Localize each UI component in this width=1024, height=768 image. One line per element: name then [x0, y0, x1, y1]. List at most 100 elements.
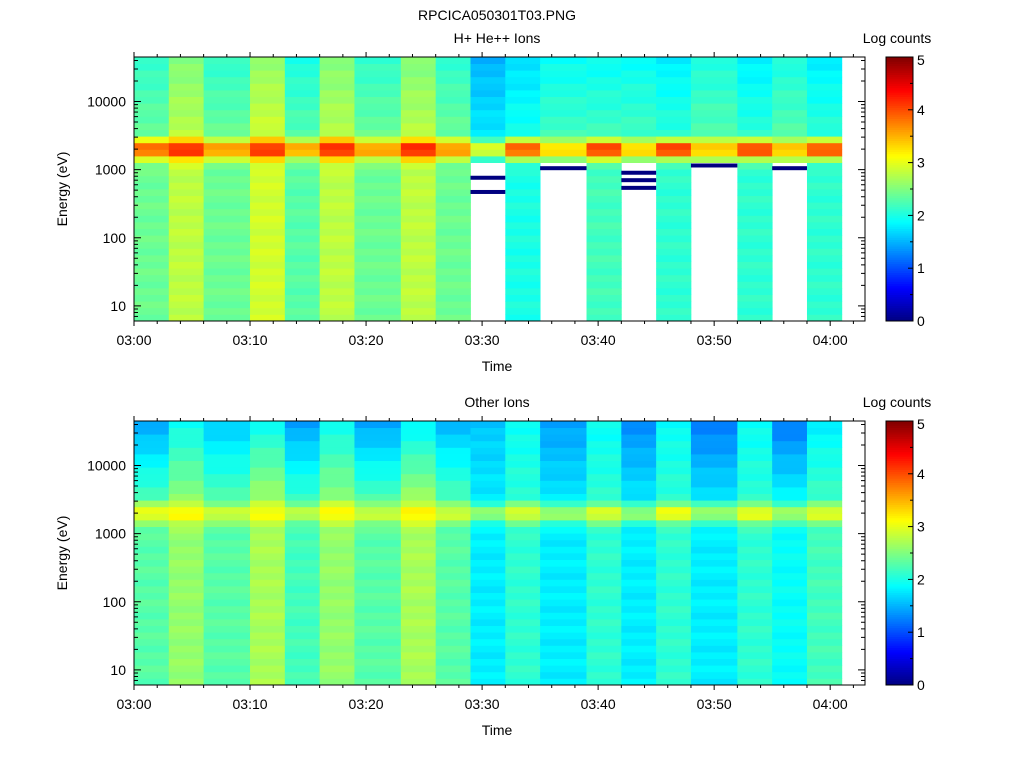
spectrogram-cell [250, 487, 286, 494]
spectrogram-cell [134, 116, 170, 124]
spectrogram-cell [319, 215, 355, 223]
spectrogram-cell [737, 109, 773, 117]
colorbar-segment [886, 658, 913, 662]
spectrogram-cell [737, 638, 773, 646]
spectrogram-cell [737, 123, 773, 130]
spectrogram-cell [586, 307, 622, 315]
spectrogram-cell [656, 645, 692, 653]
colorbar-tick-label: 2 [917, 207, 925, 223]
spectrogram-cell [168, 447, 205, 455]
spectrogram-cell [772, 434, 808, 442]
spectrogram-cell [284, 96, 321, 104]
colorbar-segment [886, 432, 913, 435]
spectrogram-cell [250, 460, 286, 468]
spectrogram-cell [690, 520, 738, 527]
spectrogram-cell [134, 169, 170, 177]
colorbar-segment [886, 131, 913, 135]
spectrogram-cell [806, 658, 843, 666]
spectrogram-cell [540, 513, 587, 521]
spectrogram-cell [134, 162, 170, 170]
spectrogram-cell [284, 513, 321, 521]
y-tick-label: 100 [103, 230, 127, 246]
spectrogram-cell [250, 241, 286, 249]
spectrogram-cell [354, 301, 402, 309]
spectrogram-cell [737, 301, 773, 309]
spectrogram-cell [400, 553, 437, 560]
spectrogram-cell [435, 136, 471, 144]
spectrogram-cell [656, 314, 692, 322]
spectrogram-cell [690, 638, 738, 646]
spectrogram-cell [134, 493, 170, 501]
spectrogram-cell [737, 553, 773, 560]
spectrogram-cell [806, 156, 843, 163]
colorbar-segment [886, 85, 913, 89]
spectrogram-cell [284, 493, 321, 501]
spectrogram-cell [319, 255, 355, 262]
spectrogram-cell [621, 116, 657, 124]
spectrogram-cell [470, 665, 506, 673]
colorbar-segment [886, 502, 913, 505]
spectrogram-cell [203, 288, 251, 295]
spectrogram-cell [284, 195, 321, 203]
spectrogram-cell [354, 513, 402, 521]
spectrogram-cell [656, 281, 692, 289]
spectrogram-cell [621, 506, 657, 514]
colorbar-segment [886, 638, 913, 642]
spectrogram-cell [435, 625, 471, 633]
spectrogram-cell [505, 467, 541, 475]
spectrogram-cell [250, 665, 286, 673]
spectrogram-cell [806, 314, 843, 322]
spectrogram-cell [435, 427, 471, 435]
spectrogram-cell [586, 169, 622, 177]
spectrogram-cell [168, 645, 205, 653]
colorbar-segment [886, 167, 913, 170]
spectrogram-cell [354, 652, 402, 659]
spectrogram-cell [690, 605, 738, 613]
y-tick-label: 10000 [87, 94, 126, 110]
colorbar-tick-label: 0 [917, 677, 925, 693]
spectrogram-cell [772, 454, 808, 461]
colorbar-segment [886, 427, 913, 431]
colorbar-segment [886, 520, 913, 523]
colorbar-segment [886, 257, 913, 260]
spectrogram-cell [772, 586, 808, 593]
x-axis-label: Time [482, 722, 513, 738]
spectrogram-cell [690, 612, 738, 620]
spectrogram-cell [134, 592, 170, 600]
spectrogram-cell [250, 288, 286, 295]
spectrogram-cell [134, 83, 170, 91]
spectrogram-cell [772, 83, 808, 91]
spectrogram-cell [250, 678, 286, 686]
spectrogram-cell [435, 208, 471, 216]
spectrogram-cell [284, 678, 321, 686]
spectrogram-cell [134, 586, 170, 593]
low-count-lines [470, 163, 807, 194]
spectrogram-cell [470, 421, 506, 428]
spectrogram-cell [586, 559, 622, 567]
spectrogram-cell [250, 434, 286, 442]
spectrogram-cell [284, 149, 321, 157]
spectrogram-cell [168, 454, 205, 461]
spectrogram-cell [586, 638, 622, 646]
spectrogram-cell [400, 533, 437, 541]
spectrogram-cell [772, 447, 808, 455]
colorbar-segment [886, 482, 913, 486]
spectrogram-cell [168, 248, 205, 256]
spectrogram-cell [134, 63, 170, 71]
spectrogram-cell [806, 427, 843, 435]
spectrogram-cell [284, 182, 321, 190]
spectrogram-cell [470, 566, 506, 574]
spectrogram-cell [203, 301, 251, 309]
colorbar-segment [886, 643, 913, 646]
spectrogram-cell [250, 539, 286, 547]
spectrogram-cell [134, 255, 170, 262]
spectrogram-cell [690, 421, 738, 428]
spectrogram-cell [540, 678, 587, 686]
spectrogram-cell [319, 156, 355, 163]
colorbar-segment [886, 478, 913, 481]
spectrogram-cell [250, 546, 286, 554]
spectrogram-cell [586, 96, 622, 104]
spectrogram-cell [203, 586, 251, 593]
spectrogram-cell [435, 314, 471, 322]
spectrogram-cell [470, 658, 506, 666]
